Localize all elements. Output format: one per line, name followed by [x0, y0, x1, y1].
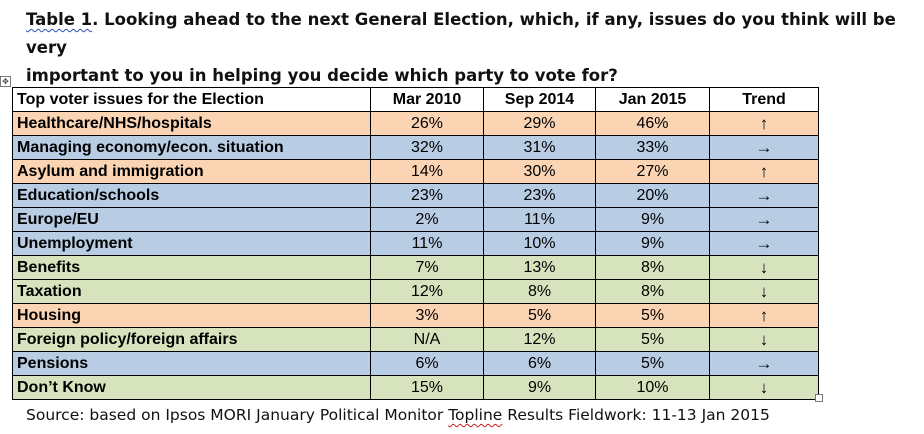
mar-2010-cell: 15% — [370, 375, 484, 400]
source-text-after: Results Fieldwork: 11-13 Jan 2015 — [502, 406, 770, 424]
issue-cell: Education/schools — [12, 183, 371, 208]
table-row: Foreign policy/foreign affairs N/A 12% 5% ↓ — [12, 327, 819, 352]
source-text-before: Source: based on Ipsos MORI January Poli… — [26, 406, 449, 424]
table-body: Healthcare/NHS/hospitals 26% 29% 46% ↑ Managi… — [12, 111, 819, 400]
mar-2010-cell: 2% — [370, 207, 484, 232]
mar-2010-cell: 3% — [370, 303, 484, 328]
header-trend: Trend — [709, 87, 819, 112]
table-resize-icon[interactable] — [815, 394, 823, 402]
trend-arrow-cell: ↓ — [709, 255, 819, 280]
jan-2015-cell: 20% — [595, 183, 710, 208]
table-row: Asylum and immigration 14% 30% 27% ↑ — [12, 159, 819, 184]
header-mar-2010: Mar 2010 — [370, 87, 484, 112]
trend-arrow-cell: ↑ — [709, 159, 819, 184]
jan-2015-cell: 27% — [595, 159, 710, 184]
jan-2015-cell: 8% — [595, 279, 710, 304]
trend-arrow-cell: → — [709, 183, 819, 208]
mar-2010-cell: 32% — [370, 135, 484, 160]
issue-cell: Asylum and immigration — [12, 159, 371, 184]
issue-cell: Healthcare/NHS/hospitals — [12, 111, 371, 136]
table-row: Europe/EU 2% 11% 9% → — [12, 207, 819, 232]
header-issue: Top voter issues for the Election — [12, 87, 371, 112]
issue-cell: Taxation — [12, 279, 371, 304]
issue-cell: Pensions — [12, 351, 371, 376]
sep-2014-cell: 30% — [483, 159, 596, 184]
sep-2014-cell: 31% — [483, 135, 596, 160]
source-note: Source: based on Ipsos MORI January Poli… — [26, 401, 916, 429]
issue-cell: Europe/EU — [12, 207, 371, 232]
table-row: Taxation 12% 8% 8% ↓ — [12, 279, 819, 304]
jan-2015-cell: 46% — [595, 111, 710, 136]
sep-2014-cell: 9% — [483, 375, 596, 400]
header-jan-2015: Jan 2015 — [595, 87, 710, 112]
voter-issues-table: Top voter issues for the Election Mar 20… — [12, 87, 819, 400]
sep-2014-cell: 29% — [483, 111, 596, 136]
mar-2010-cell: N/A — [370, 327, 484, 352]
table-row: Unemployment 11% 10% 9% → — [12, 231, 819, 256]
trend-arrow-cell: ↑ — [709, 303, 819, 328]
jan-2015-cell: 8% — [595, 255, 710, 280]
issue-cell: Foreign policy/foreign affairs — [12, 327, 371, 352]
sep-2014-cell: 23% — [483, 183, 596, 208]
trend-arrow-cell: → — [709, 207, 819, 232]
table-move-icon[interactable]: ✥ — [0, 76, 11, 87]
jan-2015-cell: 10% — [595, 375, 710, 400]
sep-2014-cell: 11% — [483, 207, 596, 232]
mar-2010-cell: 11% — [370, 231, 484, 256]
header-sep-2014: Sep 2014 — [483, 87, 596, 112]
trend-arrow-cell: ↑ — [709, 111, 819, 136]
caption-label: Table 1 — [26, 10, 93, 29]
mar-2010-cell: 14% — [370, 159, 484, 184]
caption-text-line1: . Looking ahead to the next General Elec… — [26, 10, 896, 57]
table-header-row: Top voter issues for the Election Mar 20… — [12, 87, 819, 112]
issue-cell: Don’t Know — [12, 375, 371, 400]
sep-2014-cell: 13% — [483, 255, 596, 280]
issue-cell: Managing economy/econ. situation — [12, 135, 371, 160]
caption-text-line2: important to you in helping you decide w… — [26, 66, 618, 85]
jan-2015-cell: 9% — [595, 207, 710, 232]
trend-arrow-cell: → — [709, 351, 819, 376]
jan-2015-cell: 5% — [595, 327, 710, 352]
trend-arrow-cell: → — [709, 231, 819, 256]
table-row: Benefits 7% 13% 8% ↓ — [12, 255, 819, 280]
issue-cell: Housing — [12, 303, 371, 328]
sep-2014-cell: 10% — [483, 231, 596, 256]
mar-2010-cell: 6% — [370, 351, 484, 376]
issue-cell: Unemployment — [12, 231, 371, 256]
mar-2010-cell: 23% — [370, 183, 484, 208]
jan-2015-cell: 9% — [595, 231, 710, 256]
trend-arrow-cell: ↓ — [709, 327, 819, 352]
sep-2014-cell: 5% — [483, 303, 596, 328]
table-row: Housing 3% 5% 5% ↑ — [12, 303, 819, 328]
mar-2010-cell: 12% — [370, 279, 484, 304]
table-row: Don’t Know 15% 9% 10% ↓ — [12, 375, 819, 400]
mar-2010-cell: 7% — [370, 255, 484, 280]
jan-2015-cell: 5% — [595, 303, 710, 328]
trend-arrow-cell: ↓ — [709, 279, 819, 304]
table-row: Pensions 6% 6% 5% → — [12, 351, 819, 376]
issue-cell: Benefits — [12, 255, 371, 280]
table-row: Healthcare/NHS/hospitals 26% 29% 46% ↑ — [12, 111, 819, 136]
trend-arrow-cell: ↓ — [709, 375, 819, 400]
sep-2014-cell: 8% — [483, 279, 596, 304]
table-row: Managing economy/econ. situation 32% 31% 33… — [12, 135, 819, 160]
jan-2015-cell: 5% — [595, 351, 710, 376]
trend-arrow-cell: → — [709, 135, 819, 160]
table-caption: Table 1. Looking ahead to the next Gener… — [26, 6, 916, 90]
sep-2014-cell: 6% — [483, 351, 596, 376]
jan-2015-cell: 33% — [595, 135, 710, 160]
sep-2014-cell: 12% — [483, 327, 596, 352]
source-text-topline: Topline — [448, 406, 503, 424]
mar-2010-cell: 26% — [370, 111, 484, 136]
table-row: Education/schools 23% 23% 20% → — [12, 183, 819, 208]
